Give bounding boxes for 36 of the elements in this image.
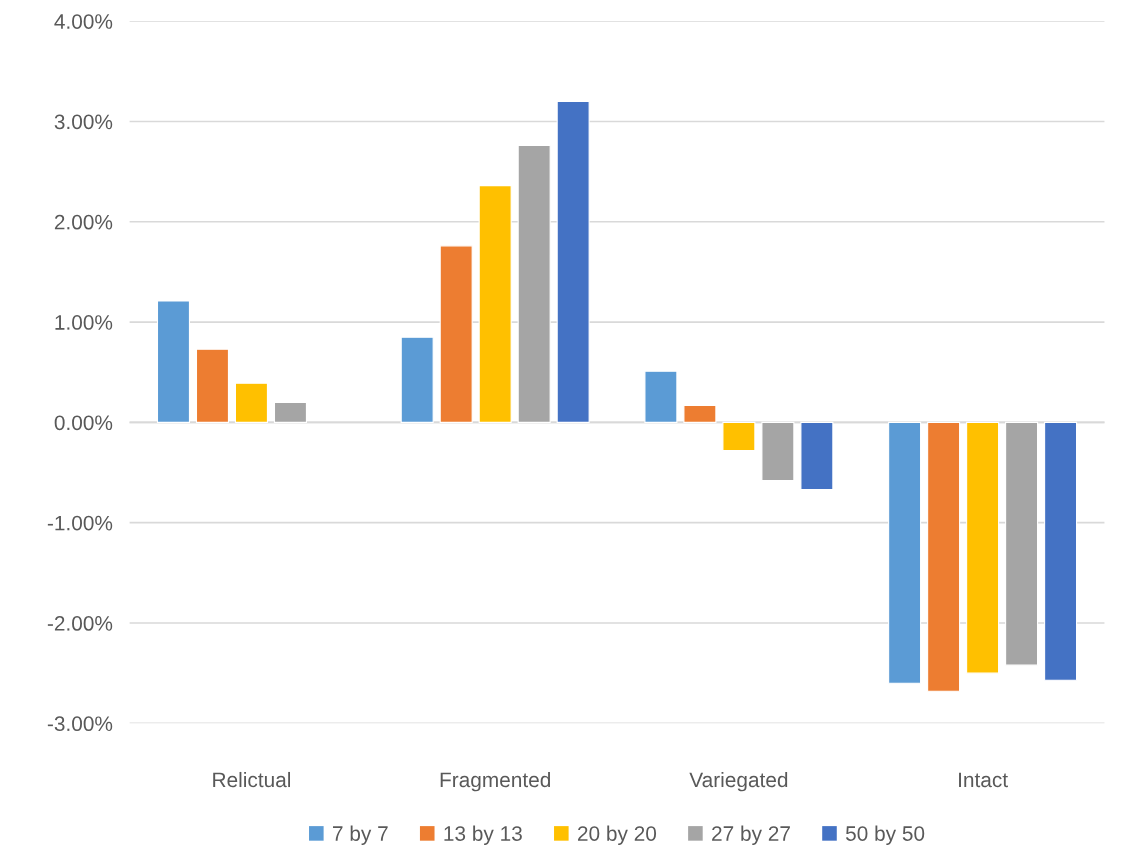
bar — [400, 336, 434, 423]
legend-label: 20 by 20 — [577, 825, 657, 846]
bar — [517, 144, 551, 423]
y-tick-label: 3.00% — [54, 114, 113, 130]
y-tick-label: -3.00% — [47, 716, 113, 732]
bar — [195, 348, 230, 423]
bar — [234, 382, 269, 423]
y-tick-label: 2.00% — [54, 214, 113, 230]
bar — [722, 421, 756, 452]
x-tick-label: Variegated — [689, 771, 788, 792]
bar — [800, 421, 834, 491]
legend-label: 7 by 7 — [333, 825, 388, 846]
bar — [156, 300, 191, 423]
x-tick-label: Fragmented — [440, 771, 550, 792]
y-tick-label: 4.00% — [54, 14, 113, 29]
y-tick-label: -1.00% — [47, 515, 113, 531]
bar — [1005, 421, 1039, 666]
y-tick-label: -2.00% — [47, 616, 113, 631]
bar — [888, 421, 922, 684]
bar — [439, 245, 473, 423]
bar — [1044, 421, 1078, 681]
y-tick-label: 0.00% — [54, 415, 113, 431]
legend-label: 50 by 50 — [845, 825, 925, 846]
bar — [927, 421, 961, 692]
bar — [556, 100, 590, 423]
bar — [644, 370, 678, 423]
bar — [273, 401, 307, 423]
y-tick-label: 1.00% — [55, 315, 113, 330]
bar — [761, 421, 795, 482]
bar — [683, 404, 717, 423]
legend-label: 13 by 13 — [444, 825, 522, 846]
bar — [966, 421, 1000, 674]
x-tick-label: Intact — [959, 772, 1008, 788]
x-tick-label: Relictual — [213, 771, 291, 788]
bar — [478, 185, 512, 423]
legend-label: 27 by 27 — [712, 825, 790, 846]
